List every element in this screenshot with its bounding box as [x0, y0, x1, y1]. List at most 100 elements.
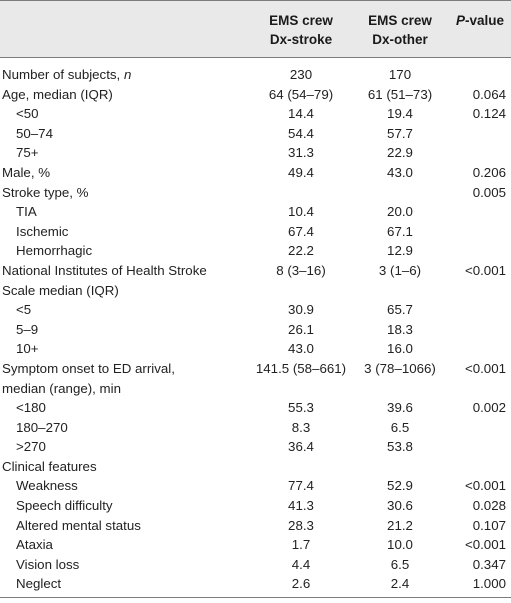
cell-p-value: 0.124: [472, 106, 506, 122]
cell-ems-dx-other: 3 (1–6): [378, 262, 422, 278]
row-label: Male, %: [2, 163, 50, 183]
header-line: Dx-stroke: [269, 32, 333, 47]
header-p-italic: P: [455, 13, 465, 28]
cell-ems-dx-other: 43.0: [387, 164, 413, 180]
table-row: Male, % 49.4 43.0 0.206: [0, 163, 511, 183]
row-label-text: 180–270: [16, 419, 68, 435]
row-label: National Institutes of Health Stroke: [2, 261, 207, 281]
cell-ems-dx-other: 19.4: [387, 106, 413, 122]
cell-ems-dx-stroke: 30.9: [288, 302, 314, 318]
row-label-text: Age, median (IQR): [2, 86, 113, 102]
row-label-text: <180: [16, 400, 46, 416]
cell-ems-dx-stroke: 26.1: [288, 321, 314, 337]
row-label: Age, median (IQR): [2, 85, 113, 105]
cell-ems-dx-stroke: 43.0: [288, 341, 314, 357]
table-row: Age, median (IQR) 64 (54–79) 61 (51–73) 0.0…: [0, 85, 511, 105]
cell-ems-dx-stroke: 28.3: [288, 517, 314, 533]
table-row: 180–270 8.3 6.5: [0, 418, 511, 438]
table-row: Neglect 2.6 2.4 1.000: [0, 574, 511, 594]
table-row: 75+ 31.3 22.9: [0, 143, 511, 163]
cell-ems-dx-stroke: 36.4: [288, 439, 314, 455]
row-label: >270: [16, 437, 46, 457]
row-label: <5: [16, 300, 31, 320]
cell-p-value: <0.001: [464, 262, 506, 278]
header-ems-dx-stroke: EMS crew Dx-stroke: [232, 11, 370, 49]
cell-ems-dx-other: 22.9: [387, 145, 413, 161]
row-label: Number of subjects, n: [2, 65, 131, 85]
cell-ems-dx-other: 12.9: [387, 243, 413, 259]
cell-ems-dx-other: 16.0: [387, 341, 413, 357]
row-label-text: 50–74: [16, 125, 53, 141]
table-row: Number of subjects, n 230 170: [0, 65, 511, 85]
header-p-value: P-value: [440, 11, 504, 30]
table-row: <180 55.3 39.6 0.002: [0, 398, 511, 418]
row-label-text: Clinical features: [2, 458, 97, 474]
cell-ems-dx-stroke: 8.3: [291, 419, 311, 435]
row-label: 180–270: [16, 418, 68, 438]
cell-ems-dx-other: 61 (51–73): [367, 86, 433, 102]
row-label-italic: n: [123, 67, 132, 82]
table-row: Ischemic 67.4 67.1: [0, 222, 511, 242]
table-row: <5 30.9 65.7: [0, 300, 511, 320]
cell-ems-dx-other: 2.4: [390, 576, 410, 592]
cell-p-value: <0.001: [464, 478, 506, 494]
cell-ems-dx-other: 30.6: [387, 498, 413, 514]
row-label: Clinical features: [2, 457, 97, 477]
cell-ems-dx-other: 52.9: [387, 478, 413, 494]
row-label-text: 5–9: [16, 321, 39, 337]
row-label: TIA: [16, 202, 37, 222]
cell-ems-dx-other: 67.1: [387, 223, 413, 239]
row-label-text: median (range), min: [2, 380, 121, 396]
cell-p-value: 1.000: [472, 576, 506, 592]
cell-p-value: 0.064: [472, 86, 506, 102]
table-row: Clinical features: [0, 457, 511, 477]
cell-ems-dx-stroke: 14.4: [288, 106, 314, 122]
row-label: Symptom onset to ED arrival,: [2, 359, 175, 379]
row-label-text: Ischemic: [16, 223, 69, 239]
cell-p-value: 0.028: [472, 498, 506, 514]
cell-ems-dx-stroke: 41.3: [288, 498, 314, 514]
cell-ems-dx-stroke: 141.5 (58–661): [255, 360, 347, 376]
row-label: 10+: [16, 339, 39, 359]
table-row: 10+ 43.0 16.0: [0, 339, 511, 359]
row-label: 75+: [16, 143, 39, 163]
row-label-text: Ataxia: [16, 537, 53, 553]
row-label-text: Symptom onset to ED arrival,: [2, 360, 175, 376]
row-label: 50–74: [16, 124, 53, 144]
table-row: Ataxia 1.7 10.0 <0.001: [0, 535, 511, 555]
cell-p-value: <0.001: [464, 360, 506, 376]
table-row: Stroke type, % 0.005: [0, 183, 511, 203]
table-row: Speech difficulty 41.3 30.6 0.028: [0, 496, 511, 516]
row-label-text: Number of subjects,: [2, 67, 124, 82]
table-row: <50 14.4 19.4 0.124: [0, 104, 511, 124]
row-label: Altered mental status: [16, 516, 141, 536]
table-row: >270 36.4 53.8: [0, 437, 511, 457]
table-row: Hemorrhagic 22.2 12.9: [0, 241, 511, 261]
row-label: 5–9: [16, 320, 38, 340]
bottom-rule: [0, 597, 511, 599]
cell-p-value: <0.001: [464, 537, 506, 553]
row-label-text: Hemorrhagic: [16, 243, 93, 259]
row-label: <50: [16, 104, 39, 124]
cell-ems-dx-other: 170: [388, 67, 412, 82]
cell-ems-dx-stroke: 22.2: [288, 243, 314, 259]
row-label-text: Male, %: [2, 164, 51, 180]
header-line: EMS crew: [269, 13, 333, 28]
cell-ems-dx-other: 57.7: [387, 125, 413, 141]
row-label-text: >270: [16, 439, 46, 455]
table-row: Altered mental status 28.3 21.2 0.107: [0, 516, 511, 536]
row-label: Ataxia: [16, 535, 53, 555]
cell-ems-dx-stroke: 49.4: [288, 164, 314, 180]
header-p-suffix: -value: [464, 13, 504, 28]
row-label-text: <5: [16, 302, 32, 318]
header-ems-dx-other: EMS crew Dx-other: [358, 11, 442, 49]
cell-ems-dx-other: 53.8: [387, 439, 413, 455]
table-row: median (range), min: [0, 379, 511, 399]
row-label-text: Neglect: [16, 576, 62, 592]
table-row: Vision loss 4.4 6.5 0.347: [0, 555, 511, 575]
cell-ems-dx-stroke: 77.4: [288, 478, 314, 494]
row-label-text: Weakness: [16, 478, 78, 494]
table-row: Weakness 77.4 52.9 <0.001: [0, 476, 511, 496]
row-label: Neglect: [16, 574, 61, 594]
row-label-text: Altered mental status: [16, 517, 141, 533]
